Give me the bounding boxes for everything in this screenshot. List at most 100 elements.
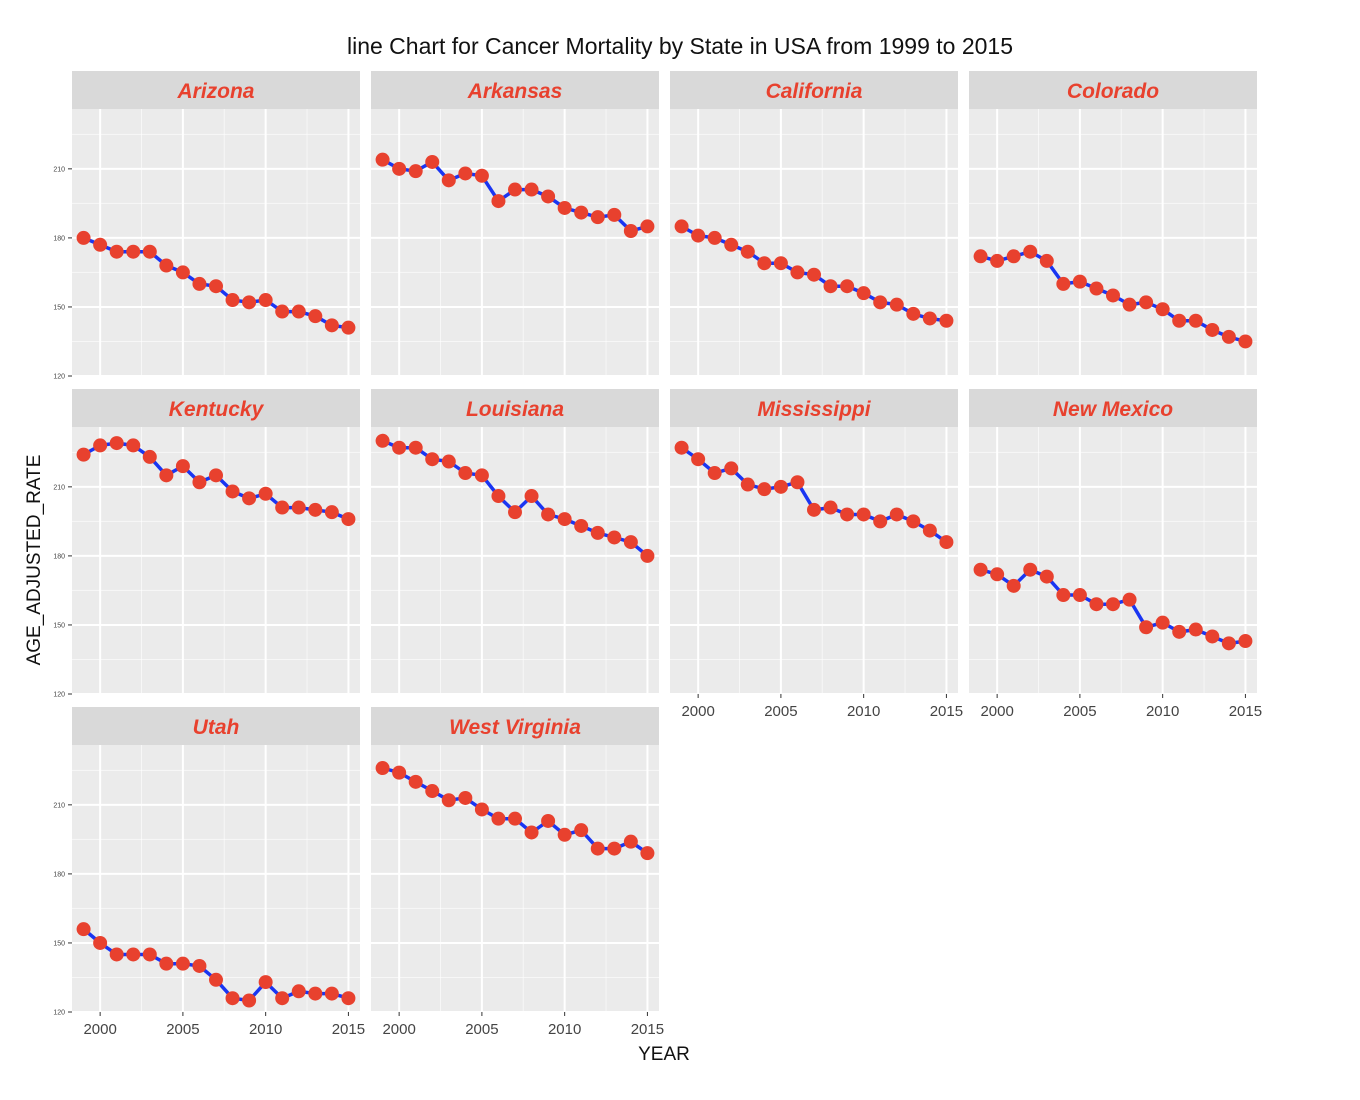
data-point (175, 265, 190, 280)
data-point (159, 956, 174, 971)
data-point (425, 452, 440, 467)
data-point (408, 164, 423, 179)
data-point (142, 449, 157, 464)
data-point (922, 311, 937, 326)
facet-label: New Mexico (1053, 398, 1173, 421)
x-tick-label: 2000 (681, 703, 714, 720)
facet-panel: Louisiana (371, 389, 659, 695)
data-point (724, 461, 739, 476)
data-point (823, 500, 838, 515)
data-point (640, 846, 655, 861)
data-point (93, 438, 108, 453)
facet-strip (371, 71, 659, 109)
y-tick-label: 150 (53, 304, 65, 311)
data-point (707, 230, 722, 245)
panel-background (371, 427, 659, 694)
data-point (291, 304, 306, 319)
data-point (491, 811, 506, 826)
data-point (324, 505, 339, 520)
data-point (491, 194, 506, 209)
data-point (906, 306, 921, 321)
data-point (474, 802, 489, 817)
facet-label: Colorado (1067, 80, 1159, 103)
facet-strip (969, 389, 1257, 427)
x-tick-label: 2015 (332, 1021, 365, 1038)
data-point (840, 507, 855, 522)
data-point (258, 293, 273, 308)
data-point (674, 219, 689, 234)
data-point (242, 491, 257, 506)
facet-strip (371, 707, 659, 745)
data-point (973, 249, 988, 264)
data-point (275, 991, 290, 1006)
data-point (757, 256, 772, 271)
x-tick-label: 2010 (249, 1021, 282, 1038)
data-point (1072, 588, 1087, 603)
data-point (524, 489, 539, 504)
facet-label: Mississippi (757, 398, 871, 421)
data-point (1139, 620, 1154, 635)
data-point (441, 454, 456, 469)
data-point (906, 514, 921, 529)
facet-label: Arkansas (467, 80, 563, 103)
data-point (973, 562, 988, 577)
data-point (76, 447, 91, 462)
data-point (757, 482, 772, 497)
data-point (341, 991, 356, 1006)
facet-panel: Arizona 120 150 180 210 (53, 71, 360, 381)
data-point (1155, 615, 1170, 630)
data-point (607, 207, 622, 222)
data-point (1221, 329, 1236, 344)
data-point (640, 219, 655, 234)
x-tick-label: 2005 (166, 1021, 199, 1038)
data-point (109, 244, 124, 259)
data-point (557, 200, 572, 215)
facet-panel: West Virginia 2000 2005 2010 2015 (371, 707, 664, 1038)
data-point (392, 440, 407, 455)
data-point (242, 295, 257, 310)
panel-background (72, 745, 360, 1012)
data-point (873, 295, 888, 310)
y-tick-label: 210 (53, 166, 65, 173)
data-point (109, 436, 124, 451)
data-point (508, 505, 522, 520)
y-tick-label: 180 (53, 553, 65, 560)
data-point (740, 244, 755, 259)
data-point (524, 182, 539, 197)
data-point (724, 237, 739, 252)
y-tick-label: 150 (53, 622, 65, 629)
data-point (773, 479, 788, 494)
data-point (1238, 634, 1253, 649)
x-axis-title: YEAR (638, 1044, 690, 1065)
data-point (707, 466, 722, 481)
data-point (324, 318, 339, 333)
data-point (209, 468, 223, 483)
x-tick-label: 2010 (1146, 703, 1179, 720)
data-point (607, 530, 622, 545)
data-point (458, 790, 473, 805)
data-point (1221, 636, 1236, 651)
data-point (458, 166, 473, 181)
y-tick-label: 210 (53, 484, 65, 491)
data-point (807, 267, 821, 282)
data-point (291, 984, 306, 999)
data-point (574, 205, 589, 220)
data-point (1188, 622, 1203, 637)
facet-strip (72, 71, 360, 109)
facet-strip (670, 389, 958, 427)
data-point (590, 525, 605, 540)
data-point (1056, 276, 1071, 291)
data-point (773, 256, 788, 271)
data-point (990, 567, 1005, 582)
facet-strip (72, 707, 360, 745)
data-point (508, 811, 522, 826)
y-tick-label: 120 (53, 374, 65, 381)
facet-panel: Mississippi 2000 2005 2010 2015 (670, 389, 963, 720)
data-point (126, 244, 141, 259)
data-point (76, 922, 91, 937)
data-point (392, 161, 407, 176)
data-point (375, 152, 390, 167)
data-point (209, 279, 223, 294)
data-point (574, 518, 589, 533)
x-tick-label: 2015 (631, 1021, 664, 1038)
